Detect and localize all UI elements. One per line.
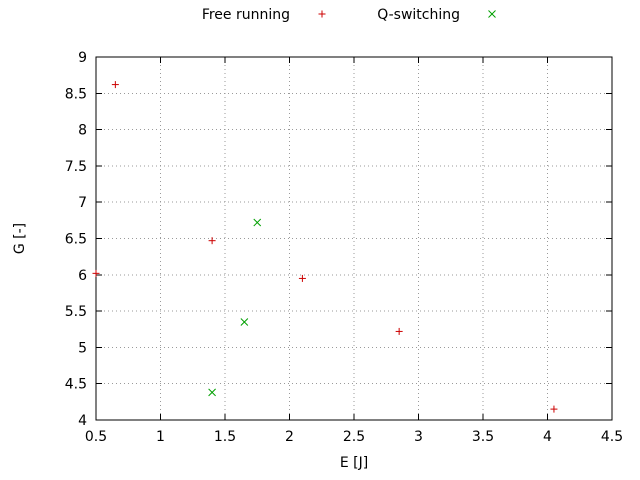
y-tick-label: 4 (78, 413, 87, 429)
y-tick-label: 9 (78, 50, 87, 66)
data-point (208, 388, 216, 397)
x-tick-label: 3 (414, 429, 423, 445)
legend-label: Q-switching (377, 7, 460, 23)
y-tick-label: 8 (78, 123, 87, 139)
x-tick-label: 4 (543, 429, 552, 445)
x-tick-label: 4.5 (601, 429, 623, 445)
x-tick-label: 2.5 (343, 429, 365, 445)
y-tick-label: 5 (78, 340, 87, 356)
data-point (240, 318, 249, 326)
data-point (298, 274, 306, 282)
x-axis-label: E [J] (340, 455, 368, 471)
x-tick-label: 1.5 (214, 429, 236, 445)
y-tick-label: 7 (78, 195, 87, 211)
data-point (208, 237, 216, 245)
x-tick-label: 3.5 (472, 429, 494, 445)
data-point (111, 81, 119, 89)
y-tick-label: 6.5 (65, 232, 87, 248)
y-tick-label: 8.5 (65, 86, 87, 102)
x-tick-label: 2 (285, 429, 294, 445)
data-point (92, 269, 100, 277)
x-tick-label: 0.5 (85, 429, 107, 445)
y-tick-label: 7.5 (65, 159, 87, 175)
data-point (253, 218, 262, 227)
legend-marker (488, 10, 496, 18)
plot-border (95, 56, 613, 421)
data-point (395, 327, 403, 335)
x-tick-label: 1 (156, 429, 165, 445)
legend-label: Free running (202, 7, 290, 23)
y-tick-label: 6 (78, 268, 87, 284)
y-tick-label: 5.5 (65, 304, 87, 320)
legend-marker (318, 10, 326, 18)
data-point (550, 405, 558, 413)
y-tick-label: 4.5 (65, 377, 87, 393)
y-axis-label: G [-] (12, 223, 28, 254)
